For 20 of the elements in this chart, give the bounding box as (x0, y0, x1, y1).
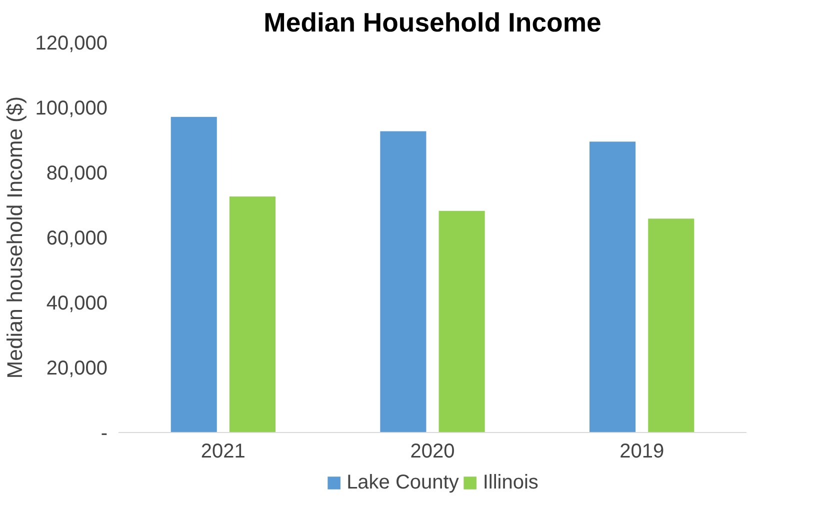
x-tick-label: 2021 (200, 440, 246, 462)
x-tick-label: 2020 (410, 440, 455, 462)
y-tick-label: 120,000 (35, 32, 108, 54)
y-tick-label: 60,000 (46, 228, 108, 250)
bar (229, 196, 276, 432)
bar (648, 218, 694, 432)
y-tick-label: 100,000 (35, 98, 108, 120)
bar (170, 116, 217, 432)
legend-label: Lake County (346, 471, 459, 494)
y-tick-label: 80,000 (46, 162, 108, 184)
legend-label: Illinois (482, 471, 538, 494)
chart-title: Median Household Income (264, 8, 602, 38)
bar (380, 131, 426, 432)
y-tick-label: 40,000 (46, 292, 108, 314)
y-axis-title: Median household Income ($) (3, 96, 28, 379)
y-tick-label: 20,000 (46, 358, 108, 380)
x-tick-label: 2019 (620, 440, 664, 462)
bar (590, 142, 636, 432)
bar (438, 210, 485, 432)
y-tick-label: - (100, 422, 108, 444)
